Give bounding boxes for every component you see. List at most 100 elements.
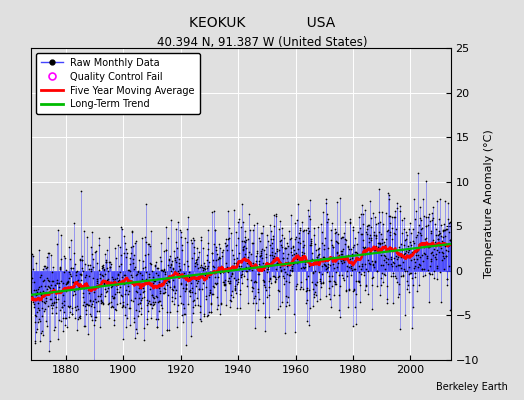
Point: [299, 264, 307, 270]
Point: [356, 255, 365, 262]
Point: [32, 260, 40, 266]
Point: [161, 268, 169, 275]
Point: [221, 281, 230, 288]
Point: [314, 268, 323, 275]
Point: [240, 243, 248, 249]
Point: [124, 304, 133, 311]
Point: [420, 236, 429, 242]
Point: [217, 248, 226, 255]
Point: [281, 245, 289, 251]
Point: [373, 268, 381, 274]
Point: [395, 291, 403, 298]
Point: [41, 283, 49, 289]
Point: [277, 242, 286, 248]
Point: [220, 279, 228, 286]
Point: [58, 300, 67, 306]
Point: [244, 300, 253, 306]
Point: [210, 207, 218, 214]
Point: [408, 226, 417, 233]
Point: [85, 262, 94, 268]
Point: [32, 329, 40, 335]
Point: [283, 255, 291, 262]
Point: [70, 261, 79, 267]
Point: [122, 254, 130, 260]
Point: [198, 264, 206, 270]
Point: [315, 256, 324, 262]
Point: [166, 284, 174, 290]
Point: [323, 264, 332, 271]
Point: [93, 280, 101, 286]
Point: [387, 263, 396, 269]
Point: [385, 247, 393, 254]
Point: [144, 300, 152, 306]
Point: [288, 263, 297, 270]
Point: [183, 301, 192, 308]
Point: [117, 291, 125, 298]
Point: [319, 254, 327, 260]
Point: [223, 268, 231, 274]
Point: [333, 263, 342, 270]
Point: [199, 265, 207, 272]
Point: [212, 251, 221, 258]
Point: [270, 278, 279, 285]
Point: [55, 280, 63, 286]
Point: [281, 330, 289, 337]
Point: [299, 228, 308, 234]
Point: [295, 230, 303, 236]
Point: [441, 198, 449, 204]
Point: [268, 235, 277, 242]
Point: [397, 265, 405, 272]
Point: [258, 265, 266, 271]
Point: [357, 266, 365, 272]
Point: [211, 280, 220, 286]
Point: [129, 266, 138, 272]
Point: [58, 328, 67, 334]
Point: [32, 292, 41, 298]
Point: [336, 248, 345, 254]
Point: [153, 324, 161, 330]
Point: [388, 273, 397, 280]
Point: [30, 340, 39, 347]
Point: [139, 258, 147, 264]
Point: [38, 328, 46, 334]
Point: [106, 264, 114, 270]
Point: [138, 271, 146, 278]
Point: [123, 300, 132, 307]
Point: [215, 241, 223, 247]
Point: [411, 270, 419, 276]
Point: [237, 274, 245, 280]
Point: [239, 246, 248, 252]
Point: [170, 300, 179, 307]
Point: [319, 208, 328, 215]
Point: [120, 233, 128, 240]
Point: [425, 218, 434, 224]
Point: [173, 324, 181, 330]
Point: [117, 224, 125, 230]
Point: [269, 211, 278, 218]
Point: [137, 296, 145, 303]
Point: [210, 284, 219, 290]
Point: [134, 301, 143, 307]
Point: [417, 226, 425, 232]
Point: [320, 262, 329, 268]
Point: [209, 256, 217, 263]
Point: [429, 252, 438, 258]
Point: [202, 265, 211, 272]
Point: [393, 278, 401, 285]
Point: [265, 314, 273, 320]
Point: [275, 226, 283, 232]
Point: [194, 302, 202, 309]
Point: [165, 278, 173, 284]
Point: [204, 246, 212, 252]
Point: [328, 220, 336, 226]
Point: [319, 278, 327, 285]
Point: [390, 272, 399, 279]
Point: [127, 272, 135, 278]
Point: [417, 241, 425, 248]
Point: [160, 290, 169, 296]
Point: [400, 226, 408, 232]
Point: [192, 259, 201, 266]
Point: [300, 259, 309, 266]
Point: [74, 306, 82, 313]
Point: [350, 242, 358, 248]
